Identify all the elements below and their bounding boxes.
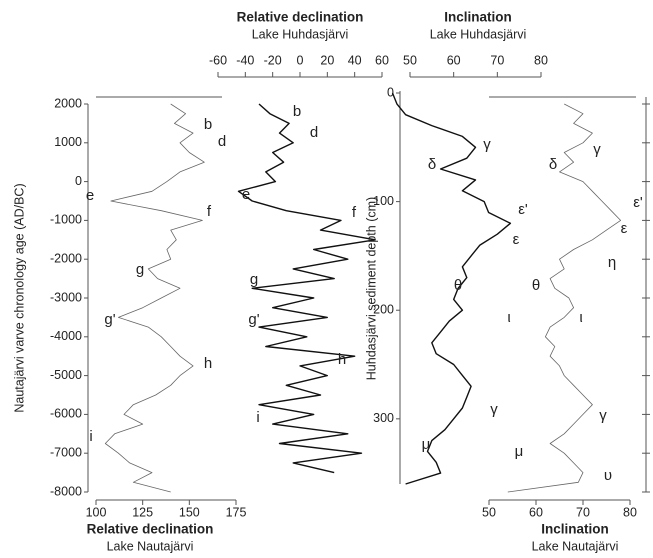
- panel-title: Inclination: [541, 522, 609, 537]
- x-tick-label: -60: [209, 53, 227, 67]
- annotation: γ: [490, 401, 498, 418]
- y-tick-label: -5000: [50, 368, 82, 382]
- x-tick-label: 50: [403, 53, 417, 67]
- y-tick-label: -8000: [50, 484, 82, 498]
- annotation: ι: [507, 309, 510, 326]
- y-tick-label: 2000: [54, 96, 82, 110]
- y-tick-label: 300: [373, 411, 394, 425]
- curve: [507, 103, 621, 493]
- y-tick-label: -4000: [50, 329, 82, 343]
- y-tick-label: -7000: [50, 445, 82, 459]
- annotation: f: [352, 204, 357, 221]
- y-axis-label: Huhdasjärvi sediment depth (cm): [364, 197, 378, 380]
- annotation: d: [310, 124, 318, 141]
- annotation: δ: [428, 156, 436, 173]
- x-tick-label: -40: [236, 53, 254, 67]
- annotation: ε: [621, 220, 628, 237]
- annotation: b: [293, 103, 301, 120]
- annotation: θ: [532, 277, 540, 294]
- x-tick-label: 80: [534, 53, 548, 67]
- curve: [391, 92, 512, 485]
- annotation: γ: [483, 136, 491, 153]
- annotation: i: [89, 428, 92, 445]
- annotation: ε: [513, 231, 520, 248]
- annotation: ε': [518, 201, 528, 218]
- x-tick-label: 0: [297, 53, 304, 67]
- y-tick-label: -3000: [50, 290, 82, 304]
- curve: [237, 103, 376, 474]
- y-axis-label: Nautajärvi varve chronology age (AD/BC): [12, 183, 26, 412]
- y-tick-label: -2000: [50, 251, 82, 265]
- y-tick-label: -1000: [50, 213, 82, 227]
- panel-subtitle: Lake Nautajärvi: [532, 539, 619, 553]
- y-tick-label: 0: [75, 174, 82, 188]
- annotation: ι: [579, 309, 582, 326]
- annotation: μ: [422, 436, 431, 453]
- panel-title: Relative declination: [237, 10, 364, 25]
- y-tick-label: 100: [373, 194, 394, 208]
- annotation: g': [104, 311, 115, 328]
- y-tick-label: -6000: [50, 407, 82, 421]
- annotation: ε': [633, 194, 643, 211]
- panel-title: Relative declination: [87, 522, 214, 537]
- x-tick-label: 50: [482, 505, 496, 519]
- annotation: η: [608, 254, 616, 271]
- y-tick-label: 1000: [54, 135, 82, 149]
- annotation: e: [242, 186, 250, 203]
- annotation: h: [204, 355, 212, 372]
- annotation: γ: [599, 407, 607, 424]
- x-tick-label: 125: [132, 505, 153, 519]
- annotation: γ: [593, 141, 601, 158]
- y-tick-label: 200: [373, 303, 394, 317]
- annotation: θ: [454, 277, 462, 294]
- annotation: f: [207, 203, 212, 220]
- annotation: e: [86, 187, 94, 204]
- annotation: δ: [549, 156, 557, 173]
- y-tick-label: 0: [387, 85, 394, 99]
- x-tick-label: 70: [490, 53, 504, 67]
- annotation: d: [218, 133, 226, 150]
- x-tick-label: 100: [86, 505, 107, 519]
- x-tick-label: -20: [264, 53, 282, 67]
- x-tick-label: 60: [447, 53, 461, 67]
- x-tick-label: 40: [348, 53, 362, 67]
- x-tick-label: 150: [179, 505, 200, 519]
- annotation: υ: [604, 467, 612, 484]
- annotation: h: [338, 351, 346, 368]
- panel-title: Inclination: [444, 10, 512, 25]
- annotation: g: [136, 261, 144, 278]
- annotation: g': [248, 311, 259, 328]
- x-tick-label: 60: [529, 505, 543, 519]
- annotation: g: [250, 271, 258, 288]
- panel-subtitle: Lake Nautajärvi: [107, 539, 194, 553]
- panel-subtitle: Lake Huhdasjärvi: [252, 27, 349, 41]
- annotation: μ: [515, 443, 524, 460]
- x-tick-label: 175: [226, 505, 247, 519]
- panel-subtitle: Lake Huhdasjärvi: [430, 27, 527, 41]
- annotation: i: [256, 409, 259, 426]
- x-tick-label: 60: [375, 53, 389, 67]
- x-tick-label: 70: [576, 505, 590, 519]
- annotation: b: [204, 116, 212, 133]
- x-tick-label: 80: [623, 505, 637, 519]
- x-tick-label: 20: [320, 53, 334, 67]
- curve: [104, 103, 205, 493]
